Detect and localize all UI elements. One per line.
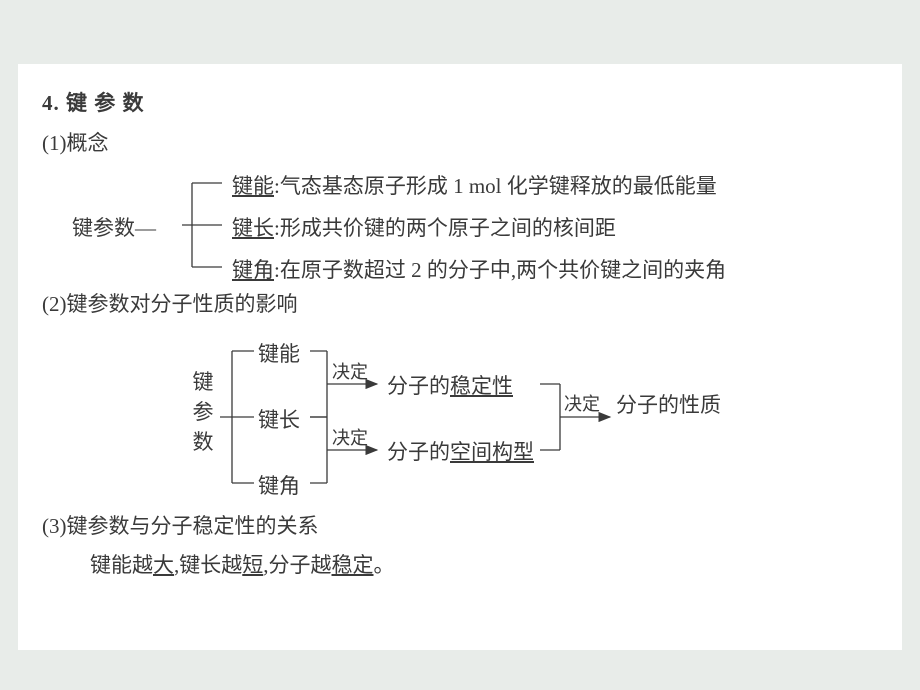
- determines-label: 决定: [332, 359, 368, 386]
- flow-mid: 分子的空间构型: [387, 437, 534, 469]
- sec3-title: (3)键参数与分子稳定性的关系: [42, 511, 884, 543]
- determines-label: 决定: [332, 425, 368, 452]
- bracket-icon: [162, 165, 232, 285]
- flow-root: 键参数: [192, 367, 214, 457]
- concept-diagram: 键参数— 键能:气态基态原子形成 1 mol 化学键释放的最低能量 键长:形成共…: [42, 165, 884, 285]
- concept-item: 键能:气态基态原子形成 1 mol 化学键释放的最低能量: [232, 171, 717, 203]
- flow-param: 键长: [258, 405, 300, 437]
- determines-label: 决定: [564, 391, 600, 418]
- flow-mid: 分子的稳定性: [387, 371, 513, 403]
- flow-result: 分子的性质: [616, 391, 706, 419]
- sec2-title: (2)键参数对分子性质的影响: [42, 289, 884, 321]
- sec1-title: (1)概念: [42, 128, 884, 160]
- heading: 4. 键 参 数: [42, 88, 884, 120]
- concept-item: 键长:形成共价键的两个原子之间的核间距: [232, 213, 616, 245]
- concept-item: 键角:在原子数超过 2 的分子中,两个共价键之间的夹角: [232, 255, 726, 287]
- flow-diagram: 键参数 键能 键长 键角 决定 决定 决定 分子的稳定性 分子的空间构型 分子的…: [192, 327, 884, 507]
- concept-root: 键参数—: [72, 213, 156, 245]
- flow-param: 键能: [258, 339, 300, 371]
- sec3-line: 键能越大,键长越短,分子越稳定。: [90, 550, 884, 582]
- flow-param: 键角: [258, 471, 300, 503]
